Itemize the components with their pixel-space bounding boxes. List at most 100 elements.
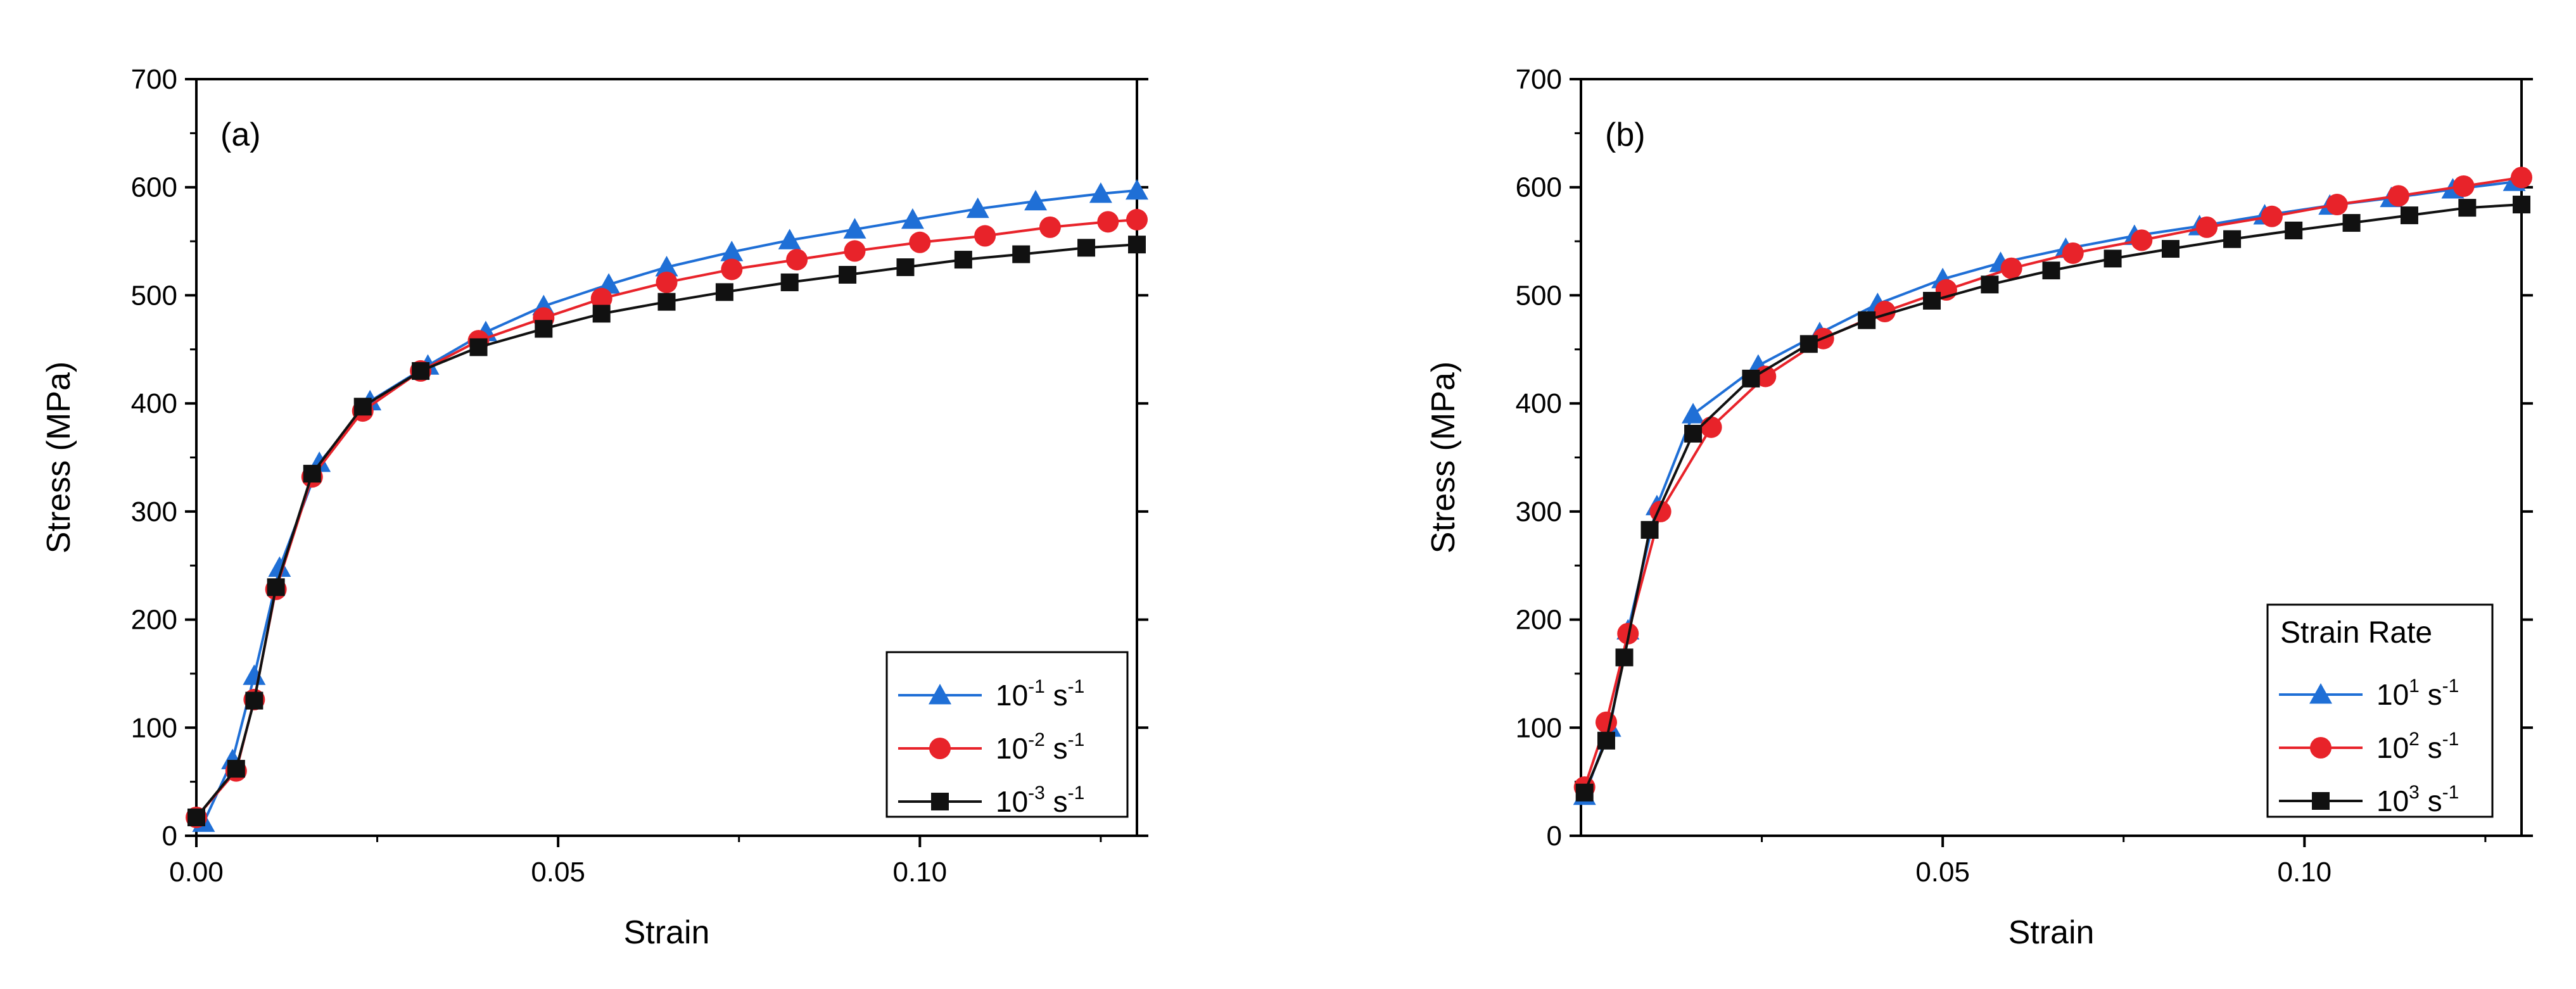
legend-exponent: -1 [1068, 729, 1085, 750]
data-point [1126, 208, 1148, 230]
legend-label: 101 s-1 [2376, 676, 2459, 711]
legend-exponent: 1 [2409, 676, 2420, 696]
data-point [268, 556, 291, 577]
y-axis-title: Stress (MPa) [41, 362, 77, 553]
data-point [2452, 175, 2475, 198]
y-tick-label: 700 [1516, 64, 1562, 95]
data-point [1742, 369, 1760, 387]
legend-box [885, 651, 1129, 818]
legend-title: Strain Rate [2280, 616, 2432, 650]
y-tick-label: 200 [131, 605, 177, 636]
data-point [1039, 216, 1061, 238]
y-tick-label: 0 [162, 821, 177, 852]
data-point [1024, 189, 1048, 211]
y-tick-label: 0 [1547, 821, 1562, 852]
chart-panel-a: 0 100 200 300 400 500 600 700 0.00 0.05 0.10 Strain… [41, 64, 1148, 951]
data-point [2131, 229, 2153, 251]
panel-label: (b) [1605, 117, 1646, 153]
data-point [187, 808, 205, 826]
data-point [2458, 199, 2477, 217]
data-point [901, 208, 924, 229]
y-tick-label: 500 [131, 280, 177, 311]
chart-panel-b: 0 100 200 300 400 500 600 700 0.05 0.10 Strain Stre… [1425, 64, 2533, 951]
legend-exponent: -3 [1028, 783, 1045, 803]
legend-label-part: s [1045, 785, 1068, 818]
data-point [780, 273, 799, 291]
legend-label: 103 s-1 [2376, 782, 2459, 817]
legend-item: 102 s-1 [2279, 729, 2459, 764]
data-point [1754, 365, 1777, 387]
y-tick-label: 300 [1516, 496, 1562, 527]
data-point [1597, 731, 1615, 750]
data-point [1126, 179, 1148, 200]
legend-exponent: -1 [2442, 676, 2459, 696]
data-point [412, 362, 430, 380]
legend-exponent: -2 [1028, 729, 1045, 750]
data-point [469, 338, 488, 356]
legend-label: 10-3 s-1 [996, 783, 1084, 818]
y-tick-label: 500 [1516, 280, 1562, 311]
legend-marker [931, 793, 949, 810]
data-point [1682, 403, 1705, 424]
series-square [187, 236, 1146, 826]
legend-label-part: 10 [2376, 678, 2409, 711]
legend-label-part: 10 [2376, 784, 2409, 817]
y-tick-label: 700 [131, 64, 177, 95]
data-point [2161, 240, 2179, 258]
legend-item: 10-1 s-1 [898, 676, 1084, 712]
data-point [243, 664, 266, 685]
legend-label-part: s [2420, 784, 2442, 817]
data-point [721, 258, 743, 280]
x-tick-label: 0.05 [1915, 857, 1970, 888]
data-point [1089, 182, 1112, 203]
data-point [1575, 783, 1594, 802]
data-point [303, 465, 321, 483]
data-point [778, 229, 801, 249]
data-point [1858, 311, 1876, 329]
data-point [1615, 648, 1634, 667]
y-tick-label: 200 [1516, 605, 1562, 636]
series-square [1575, 196, 2530, 802]
x-tick-label: 0.10 [2277, 857, 2332, 888]
legend-marker [929, 738, 951, 759]
y-tick-label: 400 [131, 388, 177, 419]
legend-marker [2309, 683, 2332, 704]
legend-label-part: s [1045, 732, 1068, 765]
data-point [909, 231, 931, 253]
legend-label-part: 10 [2376, 731, 2409, 764]
data-point [592, 305, 611, 323]
data-point [656, 271, 678, 293]
data-point [1700, 416, 1722, 438]
data-point [2196, 216, 2218, 238]
series-circle [1573, 167, 2532, 798]
data-point [843, 218, 866, 239]
y-tick-label: 400 [1516, 388, 1562, 419]
y-axis-title: Stress (MPa) [1425, 362, 1462, 553]
data-point [1128, 236, 1146, 254]
data-point [353, 398, 372, 416]
data-point [966, 197, 989, 218]
legend-label: 102 s-1 [2376, 729, 2459, 764]
legend-exponent: -1 [1068, 676, 1085, 697]
legend-item: 10-3 s-1 [898, 783, 1084, 818]
data-point [974, 225, 996, 247]
legend-exponent: 3 [2409, 782, 2420, 803]
data-point [1012, 245, 1031, 263]
legend-label-part: s [1045, 679, 1068, 712]
legend-marker [929, 684, 951, 705]
legend-box [2266, 603, 2494, 818]
legend-exponent: -1 [2442, 782, 2459, 803]
data-point [245, 691, 263, 710]
legend-exponent: -1 [1068, 783, 1085, 803]
data-point [2103, 249, 2122, 268]
data-point [896, 258, 915, 277]
data-point [844, 240, 866, 262]
legend-label-part: 10 [996, 732, 1028, 765]
data-point [535, 320, 553, 338]
data-point [1595, 711, 1617, 733]
data-point [2285, 222, 2303, 239]
data-point [2042, 261, 2060, 280]
